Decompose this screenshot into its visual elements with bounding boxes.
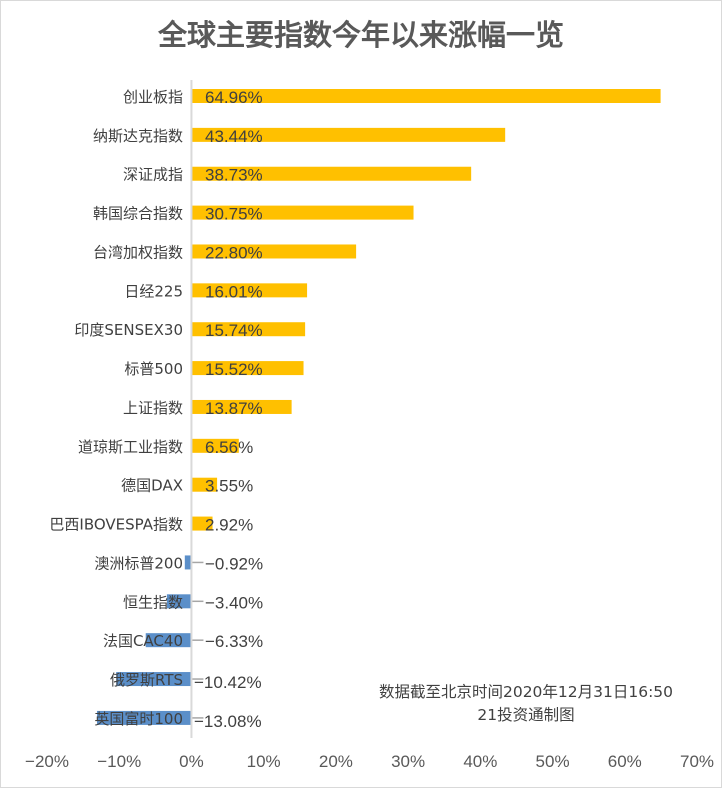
category-label: 恒生指数	[123, 593, 183, 611]
value-label: 6.56%	[205, 438, 253, 457]
bar	[184, 555, 192, 570]
bar	[191, 361, 304, 376]
category-label: 上证指数	[123, 399, 183, 417]
category-label: 德国DAX	[121, 477, 183, 495]
category-label: 巴西IBOVESPA指数	[49, 516, 183, 534]
category-label: 纳斯达克指数	[93, 127, 183, 145]
x-tick-label: 70%	[680, 752, 714, 771]
category-label: 俄罗斯RTS	[110, 671, 183, 689]
value-label: 38.73%	[205, 166, 263, 185]
category-label: 日经225	[124, 282, 183, 300]
bar	[191, 438, 239, 453]
category-label: 创业板指	[123, 88, 183, 106]
category-label: 法国CAC40	[103, 632, 183, 650]
x-tick-label: 50%	[536, 752, 570, 771]
x-tick-label: 30%	[391, 752, 425, 771]
bar	[191, 244, 357, 259]
value-label: −0.92%	[205, 554, 263, 573]
bar	[191, 322, 306, 337]
x-tick-label: −10%	[97, 752, 141, 771]
value-label: 15.74%	[205, 321, 263, 340]
x-tick-label: 20%	[319, 752, 353, 771]
category-label: 英国富时100	[94, 710, 183, 728]
value-label: 64.96%	[205, 88, 263, 107]
value-label: 22.80%	[205, 243, 263, 262]
value-label: −13.08%	[194, 712, 262, 731]
bar	[191, 399, 292, 414]
category-label: 道琼斯工业指数	[78, 438, 183, 456]
bar	[191, 166, 472, 181]
value-label: 30.75%	[205, 205, 263, 224]
value-label: −10.42%	[194, 673, 262, 692]
value-label: 2.92%	[205, 516, 253, 535]
value-label: 3.55%	[205, 477, 253, 496]
category-label: 标普500	[124, 360, 183, 378]
annotation-credit: 21投资通制图	[477, 706, 575, 724]
bar	[191, 477, 218, 492]
value-label: 15.52%	[205, 360, 263, 379]
x-tick-label: 40%	[463, 752, 497, 771]
category-label: 澳洲标普200	[94, 554, 183, 572]
value-label: 16.01%	[205, 282, 263, 301]
x-tick-label: 10%	[247, 752, 281, 771]
value-label: −3.40%	[205, 593, 263, 612]
bar	[96, 710, 192, 725]
annotation-source-time: 数据截至北京时间2020年12月31日16:50	[378, 683, 674, 701]
category-label: 韩国综合指数	[93, 205, 183, 223]
bar	[191, 283, 308, 298]
bar	[145, 633, 192, 648]
category-label: 深证成指	[123, 166, 183, 184]
bar	[166, 594, 192, 609]
x-tick-label: −20%	[25, 752, 69, 771]
bar	[116, 672, 192, 687]
bar	[191, 516, 213, 531]
value-label: −6.33%	[205, 632, 263, 651]
bar	[191, 127, 506, 142]
value-label: 43.44%	[205, 127, 263, 146]
x-tick-label: 0%	[179, 752, 204, 771]
bar	[191, 89, 661, 103]
chart-title: 全球主要指数今年以来涨幅一览	[157, 18, 564, 52]
x-tick-label: 60%	[608, 752, 642, 771]
bar	[191, 205, 414, 220]
value-label: 13.87%	[205, 399, 263, 418]
category-label: 台湾加权指数	[93, 243, 183, 261]
category-label: 印度SENSEX30	[74, 321, 183, 339]
